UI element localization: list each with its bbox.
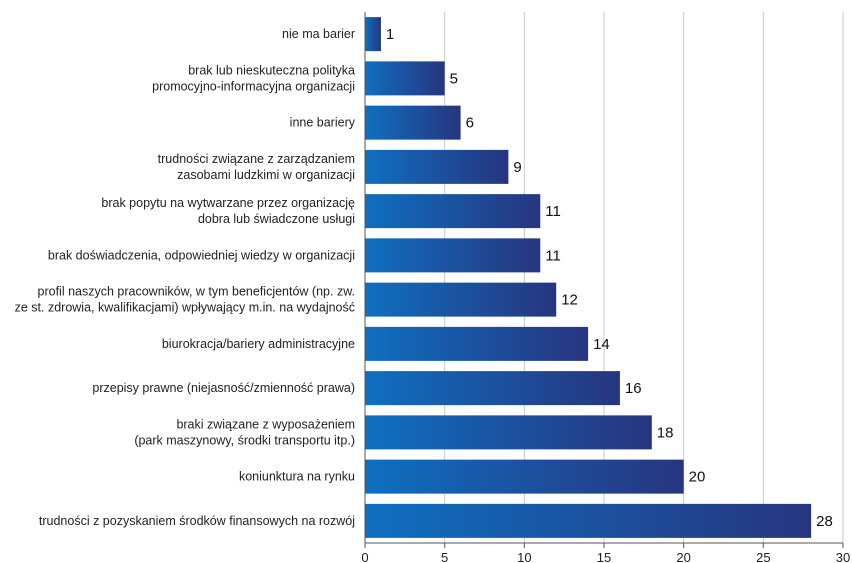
category-label: koniunktura na rynku (239, 470, 355, 484)
x-tick-label: 25 (756, 550, 770, 563)
category-label-line: zasobami ludzkimi w organizacji (177, 168, 355, 182)
bar (365, 149, 509, 184)
category-label-line: biurokracja/bariery administracyjne (162, 337, 355, 351)
x-tick-label: 20 (676, 550, 690, 563)
data-label: 11 (545, 203, 561, 220)
data-label: 20 (689, 469, 706, 486)
category-label-line: nie ma barier (282, 27, 355, 41)
category-labels: nie ma barier brak lub nieskuteczna polit… (15, 27, 356, 528)
bar (365, 105, 461, 140)
category-label: profil naszych pracowników, w tym benefi… (15, 285, 355, 315)
category-label: brak popytu na wytwarzane przez organiza… (101, 196, 355, 226)
value-labels: 1 5 6 9 11 11 12 14 16 18 20 28 (386, 26, 833, 530)
data-label: 5 (450, 70, 458, 87)
bar (365, 238, 541, 273)
category-label-line: trudności związane z zarządzaniem (158, 152, 355, 166)
data-label: 16 (625, 380, 642, 397)
category-label: inne bariery (290, 116, 356, 130)
bar (365, 503, 812, 538)
category-label-line: braki związane z wyposażeniem (176, 417, 355, 431)
bar (365, 371, 620, 406)
category-label: przepisy prawne (niejasność/zmienność pr… (92, 381, 355, 395)
category-label: brak doświadczenia, odpowiedniej wiedzy … (48, 248, 355, 262)
bar (365, 61, 445, 96)
bar (365, 459, 684, 494)
category-label-line: ze st. zdrowia, kwalifikacjami) wpływają… (15, 301, 355, 315)
category-label-line: koniunktura na rynku (239, 470, 355, 484)
x-tick-label: 5 (441, 550, 448, 563)
category-label-line: przepisy prawne (niejasność/zmienność pr… (92, 381, 355, 395)
x-tick-label: 0 (361, 550, 368, 563)
data-label: 12 (561, 292, 578, 309)
data-label: 28 (816, 513, 833, 530)
data-label: 14 (593, 336, 610, 353)
bar (365, 282, 557, 317)
category-label-line: profil naszych pracowników, w tym benefi… (38, 285, 356, 299)
x-tick-label: 30 (836, 550, 850, 563)
x-tick-label: 10 (517, 550, 531, 563)
grid-lines (444, 12, 844, 543)
category-label-line: brak doświadczenia, odpowiedniej wiedzy … (48, 248, 355, 262)
category-label-line: brak popytu na wytwarzane przez organiza… (101, 196, 355, 210)
data-label: 1 (386, 26, 394, 43)
category-label-line: trudności z pozyskaniem środków finansow… (39, 514, 355, 528)
category-label: trudności związane z zarządzaniem zasobam… (158, 152, 355, 182)
data-label: 6 (466, 115, 474, 132)
x-axis: 0 5 10 15 20 25 30 (361, 12, 850, 563)
category-label-line: brak lub nieskuteczna polityka (188, 63, 355, 77)
data-label: 9 (513, 159, 521, 176)
category-label-line: inne bariery (290, 116, 356, 130)
category-label-line: dobra lub świadczone usługi (198, 212, 355, 226)
bars (365, 17, 812, 538)
x-tick-label: 15 (597, 550, 611, 563)
category-label: braki związane z wyposażeniem (park maszy… (134, 417, 355, 447)
category-label-line: promocyjno-informacyjna organizacji (152, 79, 355, 93)
bar (365, 194, 541, 229)
bar (365, 326, 589, 361)
data-label: 11 (545, 247, 561, 264)
category-label: biurokracja/bariery administracyjne (162, 337, 355, 351)
data-label: 18 (657, 424, 674, 441)
bar (365, 17, 381, 52)
category-label-line: (park maszynowy, środki transportu itp.) (134, 433, 355, 447)
category-label: brak lub nieskuteczna polityka promocyjno… (152, 63, 355, 93)
bar (365, 415, 652, 450)
category-label: trudności z pozyskaniem środków finansow… (39, 514, 355, 528)
category-label: nie ma barier (282, 27, 355, 41)
